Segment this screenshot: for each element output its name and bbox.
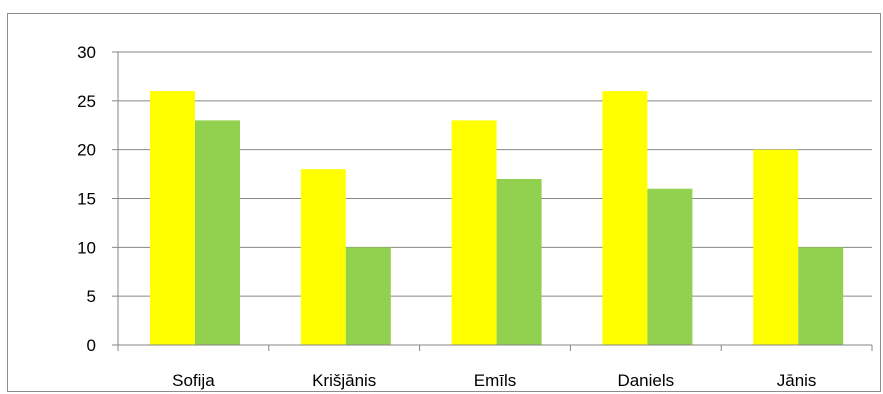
- bar-series1-krišjānis: [300, 169, 346, 345]
- bar-series1-emīls: [451, 120, 497, 345]
- y-tick-label: 25: [77, 92, 96, 111]
- x-category-label: Sofija: [172, 371, 215, 390]
- bar-series2-sofija: [195, 120, 240, 345]
- x-category-label: Daniels: [617, 371, 674, 390]
- bar-series1-daniels: [602, 91, 648, 345]
- y-tick-label: 30: [77, 43, 96, 62]
- x-category-label: Krišjānis: [312, 371, 376, 390]
- y-tick-label: 10: [77, 238, 96, 257]
- bar-series1-jānis: [753, 149, 799, 345]
- x-category-label: Emīls: [474, 371, 517, 390]
- bar-series2-krišjānis: [345, 247, 391, 345]
- x-axis-category-labels: Sofija Krišjānis Emīls Daniels Jānis: [172, 371, 816, 390]
- bar-series2-emīls: [496, 178, 542, 345]
- y-tick-label: 0: [87, 336, 96, 355]
- bars: [150, 91, 844, 345]
- axes: [117, 52, 873, 351]
- y-tick-label: 20: [77, 141, 96, 160]
- y-axis-tick-labels: 0 5 10 15 20 25 30: [77, 43, 96, 355]
- bar-series2-jānis: [798, 247, 844, 345]
- bar-series1-sofija: [150, 91, 195, 345]
- x-category-label: Jānis: [777, 371, 817, 390]
- y-tick-label: 15: [77, 190, 96, 209]
- y-tick-label: 5: [87, 287, 96, 306]
- bar-series2-daniels: [647, 188, 693, 345]
